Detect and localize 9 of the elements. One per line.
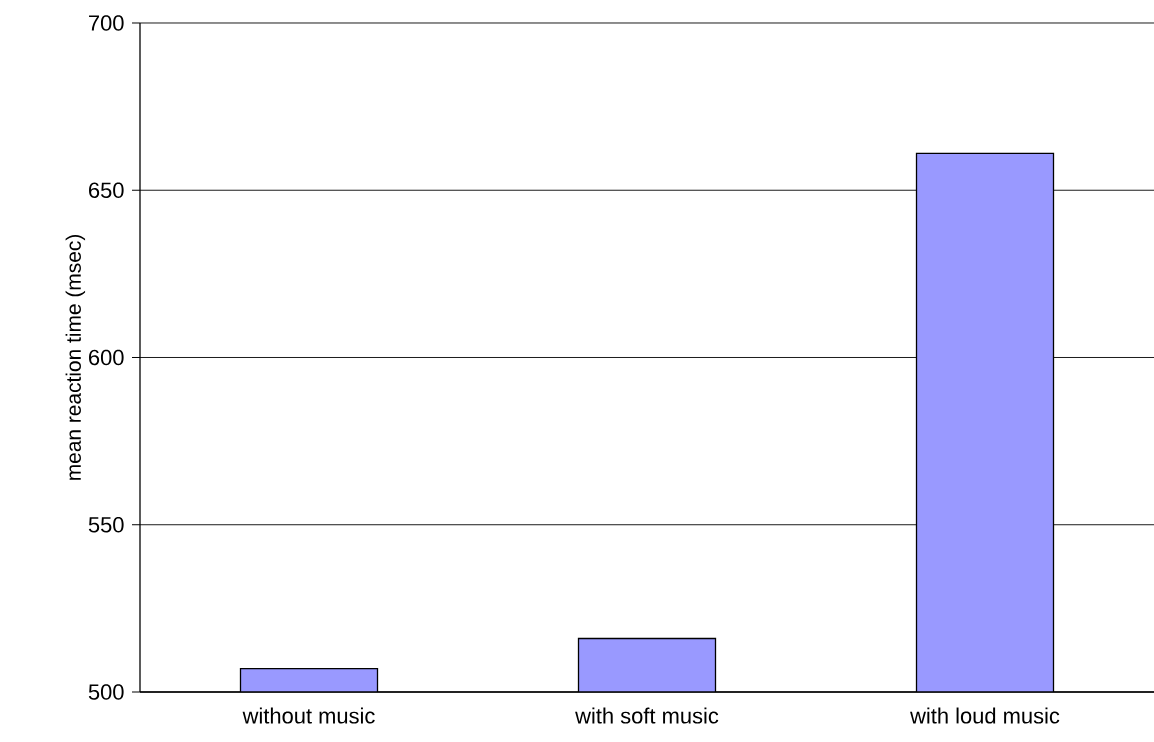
x-tick-label: with loud music [910,707,1060,724]
y-tick-label: 550 [88,516,124,533]
x-tick-label: with soft music [575,707,719,724]
y-tick-label: 600 [89,349,124,366]
y-tick-label: 650 [89,182,124,199]
y-tick-label: 500 [88,684,124,700]
y-axis-title: mean reaction time (msec) [65,235,86,480]
y-tick-label: 700 [89,15,124,31]
x-tick-label: without music [242,707,375,724]
